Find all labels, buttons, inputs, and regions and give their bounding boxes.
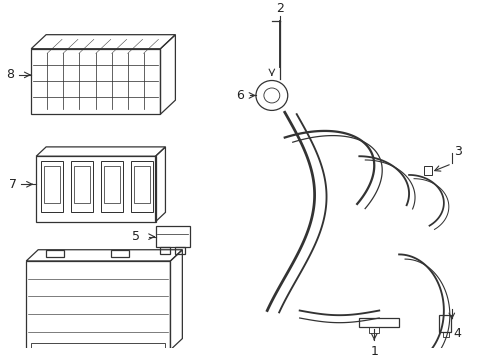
Text: 2: 2 [276,2,284,15]
Bar [111,250,129,257]
Bar [31,343,166,351]
Bar [424,166,432,175]
Bar [44,166,60,203]
Bar [31,49,161,114]
Text: 5: 5 [132,230,140,243]
Bar [131,161,152,212]
Text: 7: 7 [9,178,17,191]
Bar [155,226,190,247]
Bar [104,166,120,203]
Bar [175,247,185,255]
Bar [439,315,451,332]
Bar [369,327,379,333]
Bar [46,250,64,257]
Bar [36,156,155,222]
Bar [41,161,63,212]
Text: 1: 1 [370,345,378,358]
Bar [134,166,149,203]
Bar [443,332,449,337]
Text: 6: 6 [236,89,244,102]
Text: 4: 4 [454,327,462,341]
Bar [74,166,90,203]
Bar [71,161,93,212]
Bar [359,318,399,327]
Text: 8: 8 [6,68,14,81]
Bar [26,261,171,350]
Bar [101,161,122,212]
Bar [161,247,171,255]
Text: 3: 3 [454,145,462,158]
